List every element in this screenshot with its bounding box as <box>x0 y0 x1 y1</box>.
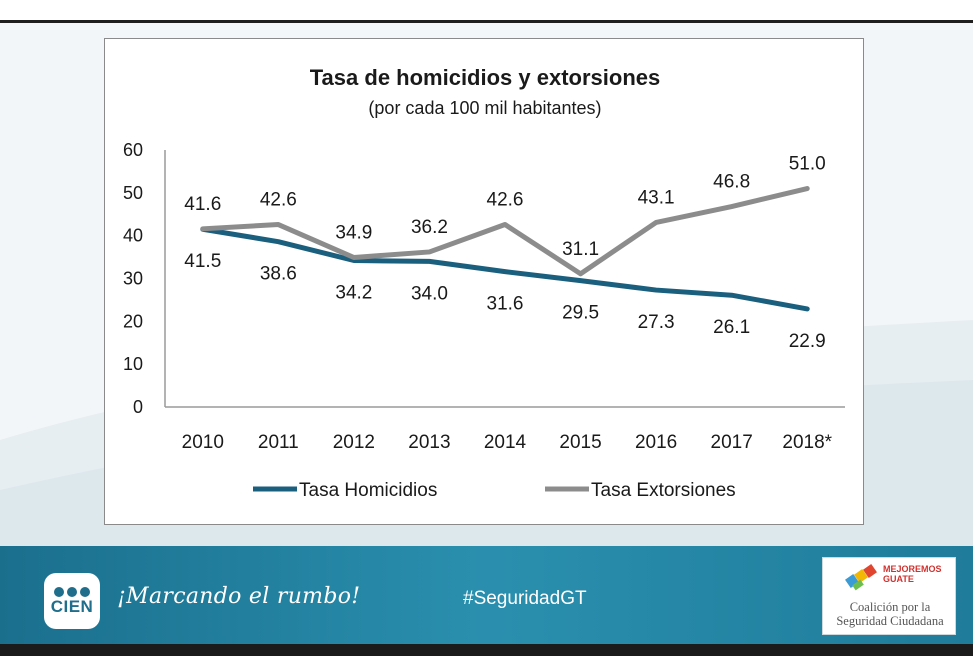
y-tick-label: 10 <box>123 354 143 374</box>
data-label: 31.6 <box>487 294 524 315</box>
cien-logo: CIEN <box>44 573 100 629</box>
mejoremos-guate-icon <box>845 564 877 591</box>
partner-line-2: GUATE <box>883 574 914 584</box>
x-tick-label: 2016 <box>635 432 677 453</box>
x-tick-label: 2015 <box>559 432 601 453</box>
chart-card: Tasa de homicidios y extorsiones (por ca… <box>104 38 864 525</box>
data-label: 43.1 <box>638 187 675 208</box>
coalition-line-1: Coalición por la <box>849 600 931 614</box>
y-tick-label: 30 <box>123 269 143 289</box>
x-tick-label: 2012 <box>333 432 375 453</box>
data-label: 34.0 <box>411 283 448 304</box>
data-label: 51.0 <box>789 154 826 175</box>
data-label: 26.1 <box>713 317 750 338</box>
data-label: 34.9 <box>335 223 372 244</box>
y-tick-label: 0 <box>133 397 143 417</box>
y-tick-label: 60 <box>123 140 143 160</box>
series-line-extorsiones <box>200 186 810 277</box>
series-line-homicidios <box>200 226 810 312</box>
chart-title: Tasa de homicidios y extorsiones <box>310 65 661 90</box>
data-label: 27.3 <box>638 312 675 333</box>
footer-bottom-strip <box>0 644 973 656</box>
x-tick-label: 2017 <box>711 432 753 453</box>
x-tick-label: 2018* <box>782 432 832 453</box>
partner-line-1: MEJOREMOS <box>883 564 942 574</box>
x-tick-label: 2011 <box>258 432 299 453</box>
legend-label-extorsiones: Tasa Extorsiones <box>591 480 736 501</box>
coalition-text: Coalición por la Seguridad Ciudadana <box>823 600 957 628</box>
x-tick-label: 2014 <box>484 432 527 453</box>
data-label: 34.2 <box>335 283 372 304</box>
legend-label-homicidios: Tasa Homicidios <box>299 480 437 501</box>
chart: Tasa de homicidios y extorsiones (por ca… <box>123 65 845 501</box>
cien-logo-text: CIEN <box>50 597 94 616</box>
data-label: 38.6 <box>260 264 297 285</box>
y-tick-label: 20 <box>123 311 143 331</box>
x-tick-label: 2013 <box>408 432 450 453</box>
y-tick-label: 40 <box>123 226 143 246</box>
data-label: 41.6 <box>184 194 221 215</box>
mejoremos-guate-title: MEJOREMOS GUATE <box>883 564 942 584</box>
data-label: 41.5 <box>184 251 221 272</box>
top-bar <box>0 0 973 23</box>
coalition-logo: MEJOREMOS GUATE Coalición por la Segurid… <box>822 557 956 635</box>
data-label: 31.1 <box>562 239 599 260</box>
chart-subtitle: (por cada 100 mil habitantes) <box>368 98 601 118</box>
data-label: 22.9 <box>789 331 826 352</box>
data-label: 42.6 <box>260 190 297 211</box>
footer-banner <box>0 546 973 656</box>
data-label: 46.8 <box>713 172 750 193</box>
x-tick-label: 2010 <box>182 432 224 453</box>
data-label: 42.6 <box>487 190 524 211</box>
data-label: 29.5 <box>562 303 599 324</box>
y-tick-label: 50 <box>123 183 143 203</box>
slogan: ¡Marcando el rumbo! <box>117 584 361 609</box>
cien-dots-icon <box>54 587 90 597</box>
hashtag: #SeguridadGT <box>463 588 587 609</box>
coalition-line-2: Seguridad Ciudadana <box>836 614 944 628</box>
data-label: 36.2 <box>411 217 448 238</box>
